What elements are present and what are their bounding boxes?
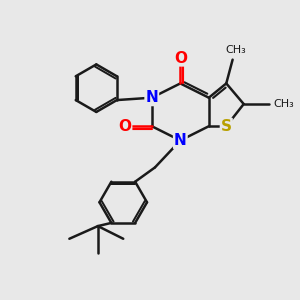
Text: N: N (146, 90, 158, 105)
Text: N: N (174, 133, 187, 148)
Text: CH₃: CH₃ (225, 45, 246, 55)
Text: S: S (221, 119, 232, 134)
Text: O: O (174, 51, 187, 66)
Text: O: O (118, 119, 131, 134)
Text: CH₃: CH₃ (274, 99, 295, 109)
